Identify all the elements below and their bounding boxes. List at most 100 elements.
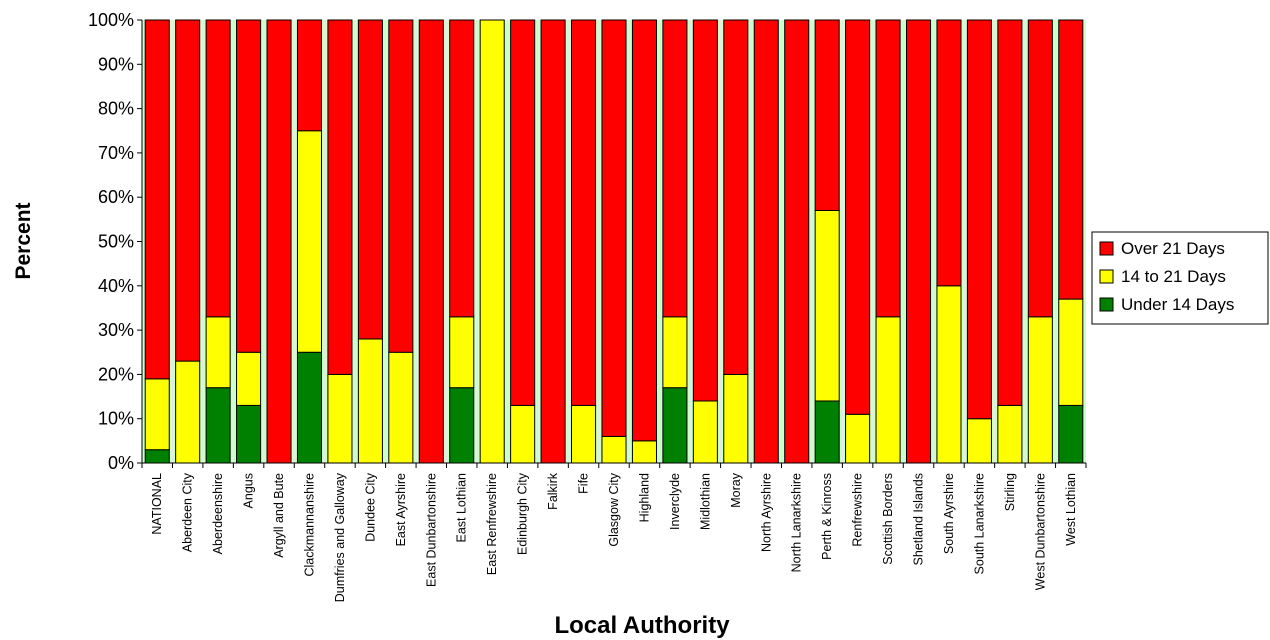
x-category-label: Clackmannanshire <box>302 473 316 577</box>
bar-segment <box>997 19 1023 406</box>
bar-segment <box>418 19 444 464</box>
bar-segment <box>723 373 749 464</box>
y-tick-label: 30% <box>98 320 134 340</box>
y-tick-label: 100% <box>88 10 134 30</box>
bar-segment <box>327 373 353 464</box>
x-category-label: Aberdeen City <box>181 472 195 552</box>
y-tick-label: 70% <box>98 143 134 163</box>
bar-segment <box>723 19 749 375</box>
bars <box>144 19 1084 464</box>
legend-label: Under 14 Days <box>1121 295 1234 314</box>
bar-segment <box>175 19 201 362</box>
bar-segment <box>1058 19 1084 300</box>
x-category-label: South Ayrshire <box>942 473 956 554</box>
bar-segment <box>296 19 323 132</box>
x-category-label: Fife <box>577 473 591 494</box>
y-tick-label: 90% <box>98 54 134 74</box>
bar-segment <box>510 19 536 406</box>
x-category-label: North Ayrshire <box>759 473 773 552</box>
bar-segment <box>175 360 201 464</box>
bar-segment <box>449 316 475 389</box>
x-category-label: East Lothian <box>455 473 469 543</box>
bar-segment <box>692 400 718 464</box>
bar-segment <box>357 19 383 340</box>
bar-segment <box>662 387 688 464</box>
x-category-label: Argyll and Bute <box>272 473 286 558</box>
y-tick-label: 10% <box>98 409 134 429</box>
x-category-label: Stirling <box>1003 473 1017 511</box>
bar-segment <box>662 316 688 389</box>
legend-swatch <box>1099 269 1114 284</box>
y-tick-label: 50% <box>98 232 134 252</box>
axes <box>137 19 1087 468</box>
bar-segment <box>388 19 414 353</box>
bar-segment <box>845 19 871 415</box>
bar-segment <box>327 19 353 375</box>
bar-segment <box>1058 298 1084 406</box>
x-category-label: East Renfrewshire <box>485 473 499 575</box>
legend-swatch <box>1099 241 1114 256</box>
gridlines <box>171 20 1057 463</box>
x-category-label: Renfrewshire <box>851 473 865 547</box>
bar-segment <box>753 19 779 464</box>
bar-segment <box>540 19 566 464</box>
bar-segment <box>1027 19 1053 318</box>
x-category-label: Aberdeenshire <box>211 473 225 554</box>
bar-segment <box>662 19 688 318</box>
bar-segment <box>875 19 901 318</box>
bar-segment <box>449 19 475 318</box>
y-axis-title: Percent <box>12 202 35 279</box>
x-category-label: Dumfries and Galloway <box>333 472 347 602</box>
y-tick-labels: 0% 10% 20% 30% 40% 50% 60% 70% 80% 90% 100% <box>88 10 134 473</box>
bar-segment <box>1027 316 1053 464</box>
bar-segment <box>571 404 597 464</box>
bar-segment <box>814 19 840 211</box>
bar-segment <box>1058 404 1084 464</box>
x-category-label: Moray <box>729 472 743 507</box>
bar-segment <box>205 19 231 318</box>
bar-segment <box>296 351 323 464</box>
legend-label: Over 21 Days <box>1121 239 1225 258</box>
x-category-label: North Lanarkshire <box>790 473 804 572</box>
bar-segment <box>144 449 170 464</box>
x-category-label: Perth & Kinross <box>820 473 834 560</box>
bar-segment <box>784 19 810 464</box>
x-category-label: Angus <box>242 473 256 508</box>
x-category-label: Scottish Borders <box>881 473 895 565</box>
x-category-label: Dundee City <box>363 472 377 542</box>
bar-segment <box>936 285 962 464</box>
bar-segment <box>266 19 292 464</box>
x-category-label: Glasgow City <box>607 472 621 546</box>
x-category-label: Inverclyde <box>668 473 682 530</box>
bar-segment <box>479 19 505 464</box>
bar-segment <box>875 316 901 464</box>
x-category-label: Highland <box>637 473 651 522</box>
legend: Over 21 Days 14 to 21 Days Under 14 Days <box>1091 231 1269 325</box>
bar-segment <box>814 209 840 402</box>
x-category-labels: NATIONAL Aberdeen City Aberdeenshire Angus A… <box>150 472 1078 602</box>
bar-segment <box>601 19 627 437</box>
bar-segment <box>905 19 932 464</box>
y-tick-label: 40% <box>98 276 134 296</box>
bar-segment <box>997 404 1023 464</box>
x-category-label: South Lanarkshire <box>972 473 986 575</box>
x-category-label: Midlothian <box>698 473 712 530</box>
bar-segment <box>236 351 262 406</box>
bar-segment <box>236 404 262 464</box>
bar-segment <box>631 440 657 464</box>
bar-segment <box>388 351 414 464</box>
bar-segment <box>357 338 383 464</box>
bar-segment <box>966 19 992 420</box>
x-category-label: Edinburgh City <box>516 472 530 555</box>
bar-segment <box>601 435 627 464</box>
x-axis-title: Local Authority <box>554 612 730 639</box>
bar-segment <box>571 19 597 406</box>
bar-segment <box>631 19 657 442</box>
legend-swatch <box>1099 297 1114 312</box>
legend-box <box>1091 231 1269 325</box>
bar-segment <box>144 378 170 451</box>
bar-segment <box>236 19 262 353</box>
bar-segment <box>205 316 231 389</box>
y-tick-label: 60% <box>98 187 134 207</box>
y-tick-label: 0% <box>108 453 134 473</box>
